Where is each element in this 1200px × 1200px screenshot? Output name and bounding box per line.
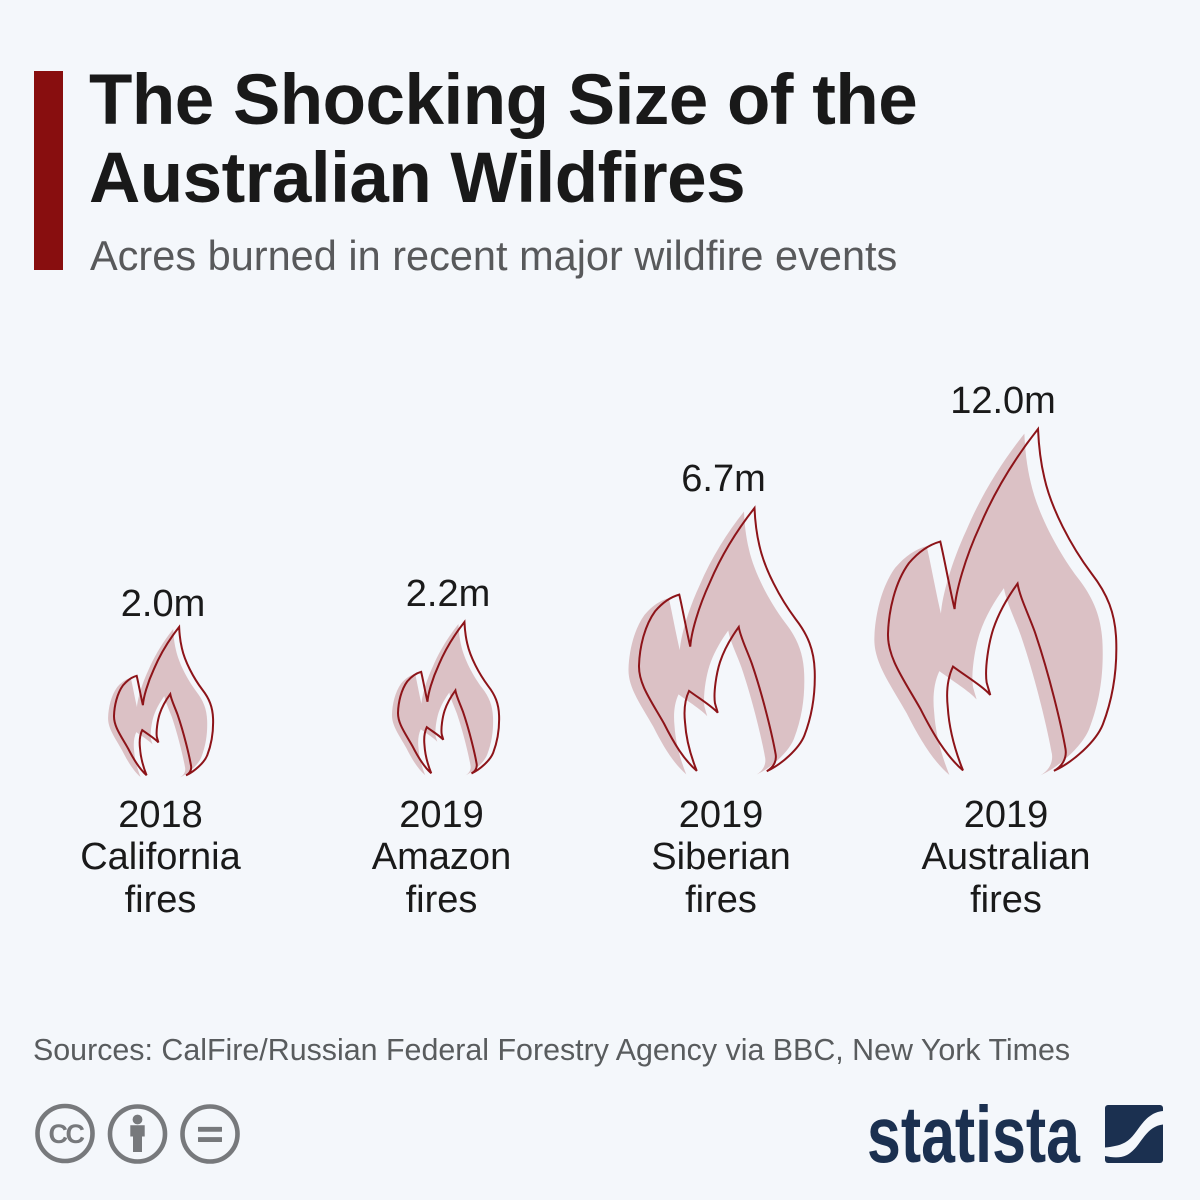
svg-text:CC: CC [49,1119,85,1149]
svg-text:statista: statista [867,1090,1080,1179]
